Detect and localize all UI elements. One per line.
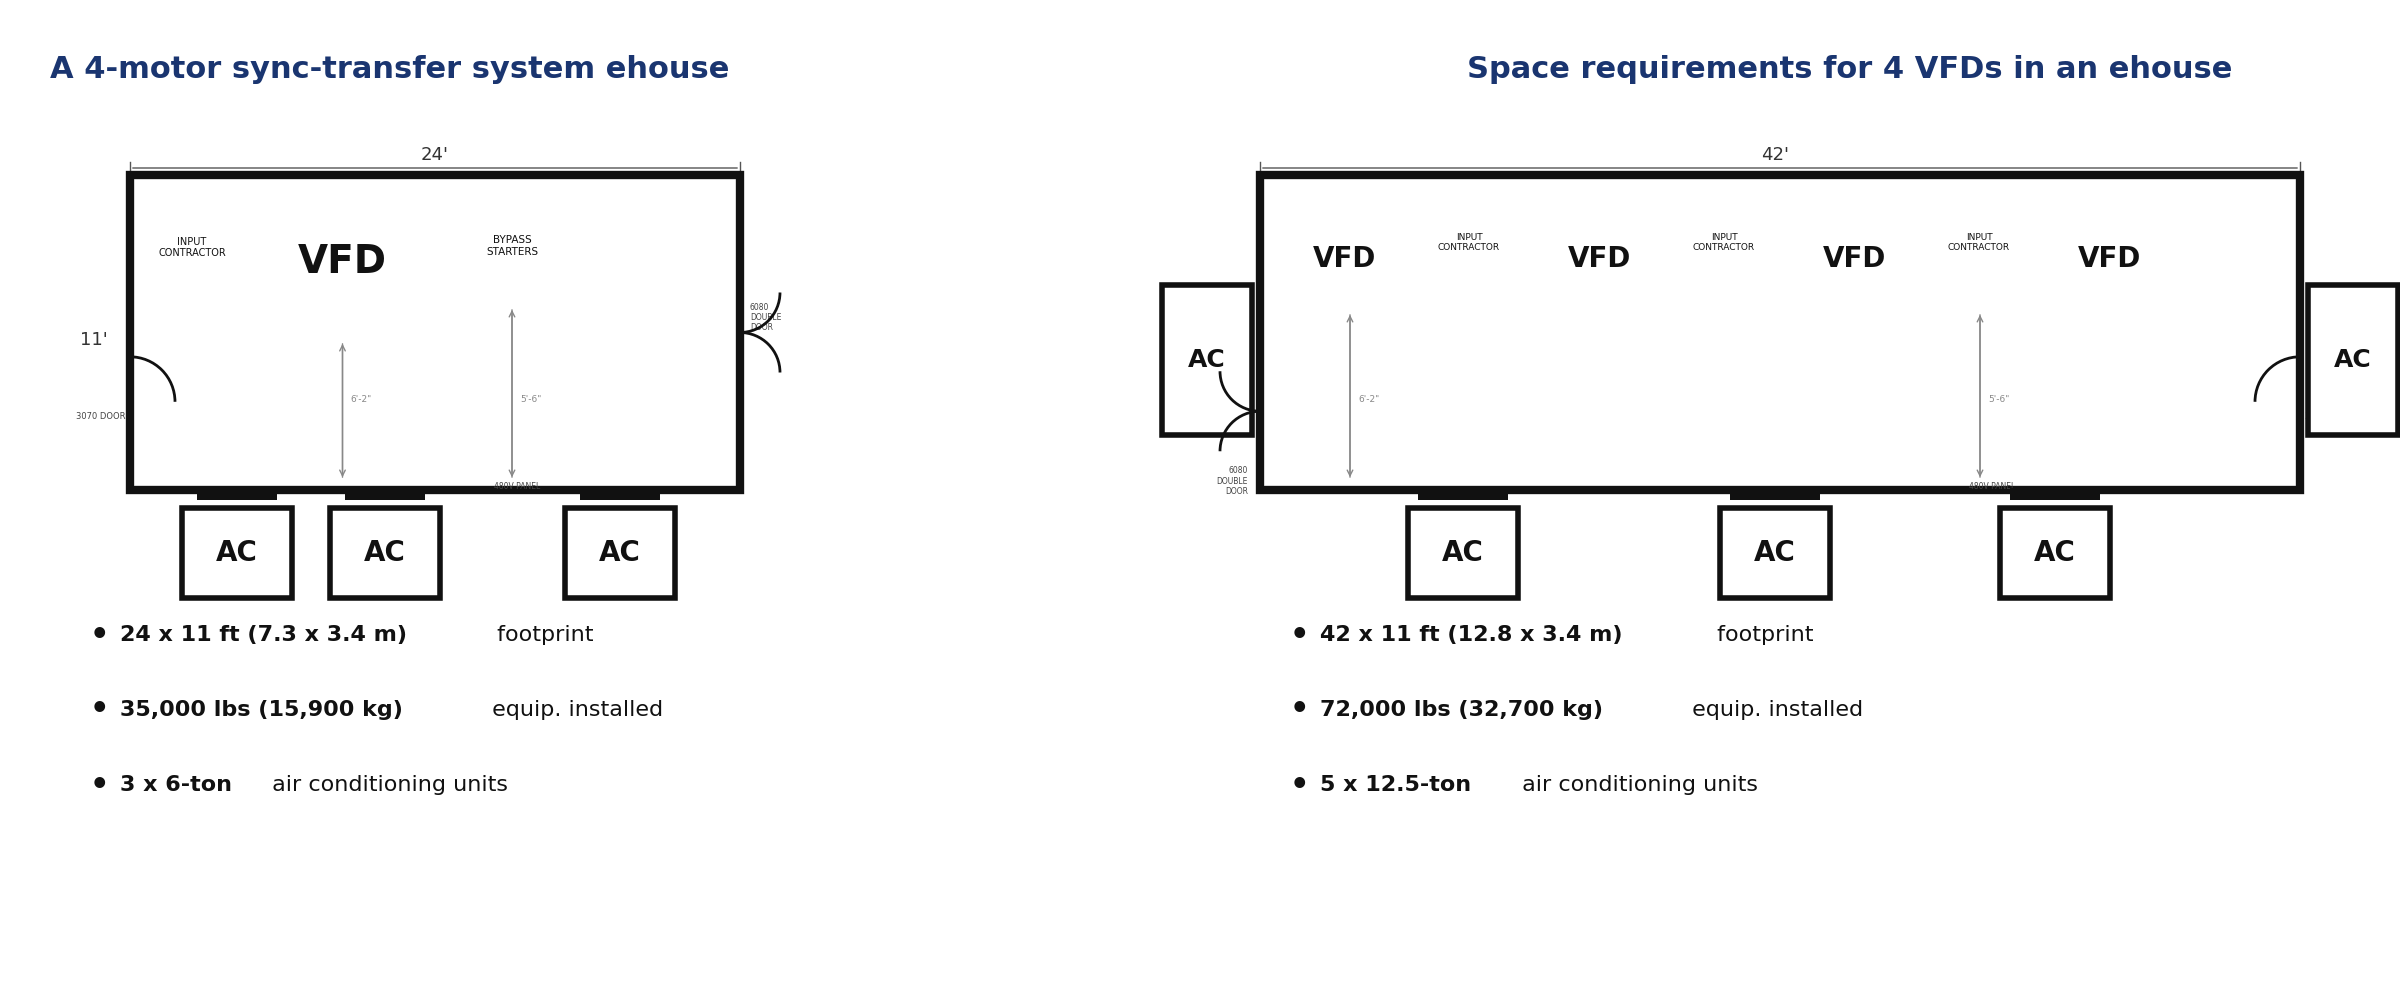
Text: air conditioning units: air conditioning units	[1514, 775, 1757, 795]
Bar	[1730, 488, 1819, 500]
Bar	[1970, 448, 2016, 476]
Text: VFD: VFD	[2078, 245, 2141, 273]
Text: 3 x 6-ton: 3 x 6-ton	[120, 775, 233, 795]
Text: AC: AC	[1754, 539, 1795, 567]
Bar	[1270, 185, 1421, 333]
Bar	[456, 190, 727, 302]
Bar	[2035, 307, 2184, 333]
Text: •: •	[1291, 771, 1310, 799]
Text: INPUT
CONTRACTOR: INPUT CONTRACTOR	[1438, 232, 1500, 252]
Bar	[1162, 285, 1253, 435]
Text: 3070 DOOR: 3070 DOOR	[74, 412, 125, 421]
Bar	[564, 508, 674, 598]
Text: footprint: footprint	[1711, 625, 1814, 645]
Text: equip. installed: equip. installed	[485, 700, 662, 720]
Bar	[581, 488, 660, 500]
Text: 42': 42'	[1762, 146, 1788, 164]
Bar	[197, 488, 276, 500]
Bar	[1267, 307, 2292, 482]
Text: VFD: VFD	[298, 243, 386, 281]
Text: 5'-6": 5'-6"	[1987, 395, 2009, 404]
Bar	[139, 307, 732, 482]
Text: AC: AC	[1442, 539, 1483, 567]
Text: equip. installed: equip. installed	[1685, 700, 1862, 720]
Text: 6080
DOUBLE
DOOR: 6080 DOUBLE DOOR	[1217, 467, 1248, 496]
Bar	[1426, 300, 1512, 307]
Bar	[149, 305, 235, 307]
Bar	[1781, 307, 1930, 333]
Bar	[1934, 300, 2023, 307]
Text: INPUT
CONTRACTOR: INPUT CONTRACTOR	[1949, 232, 2011, 252]
Text: VFD: VFD	[1567, 245, 1632, 273]
Text: 5 x 12.5-ton: 5 x 12.5-ton	[1320, 775, 1471, 795]
Text: AC: AC	[2335, 349, 2371, 372]
Text: AC: AC	[2035, 539, 2076, 567]
Bar	[1999, 508, 2110, 598]
Text: •: •	[91, 695, 110, 725]
Bar	[130, 175, 739, 490]
Text: Space requirements for 4 VFDs in an ehouse: Space requirements for 4 VFDs in an ehou…	[1466, 55, 2232, 84]
Bar	[1934, 185, 2023, 300]
Bar	[550, 448, 590, 476]
Text: 480V PANEL: 480V PANEL	[1968, 482, 2016, 491]
Text: AC: AC	[1188, 349, 1226, 372]
Text: •: •	[91, 771, 110, 799]
Bar	[149, 190, 235, 305]
Bar	[245, 188, 439, 336]
Bar	[1721, 508, 1831, 598]
Text: 24 x 11 ft (7.3 x 3.4 m): 24 x 11 ft (7.3 x 3.4 m)	[120, 625, 408, 645]
Text: 3070 DOOR: 3070 DOOR	[2304, 412, 2354, 421]
Bar	[571, 190, 658, 302]
Bar	[490, 448, 545, 476]
Bar	[1781, 185, 1930, 333]
Bar	[2011, 488, 2100, 500]
Text: 6'-2": 6'-2"	[350, 395, 372, 404]
Text: 6080
DOUBLE
DOOR: 6080 DOUBLE DOOR	[749, 303, 782, 333]
Bar	[245, 307, 439, 336]
Text: 24': 24'	[420, 146, 449, 164]
Text: AC: AC	[365, 539, 406, 567]
Text: 6'-2": 6'-2"	[1358, 395, 1380, 404]
Bar	[1524, 307, 1675, 333]
Text: footprint: footprint	[490, 625, 593, 645]
Text: 42 x 11 ft (12.8 x 3.4 m): 42 x 11 ft (12.8 x 3.4 m)	[1320, 625, 1622, 645]
Text: air conditioning units: air conditioning units	[264, 775, 506, 795]
Bar	[1409, 508, 1519, 598]
Text: BYPASS
STARTERS: BYPASS STARTERS	[485, 235, 538, 257]
Text: VFD: VFD	[1824, 245, 1886, 273]
Bar	[2309, 285, 2398, 435]
Text: A 4-motor sync-transfer system ehouse: A 4-motor sync-transfer system ehouse	[50, 55, 730, 84]
Bar	[346, 488, 425, 500]
Bar	[1418, 488, 1507, 500]
Text: INPUT
CONTRACTOR: INPUT CONTRACTOR	[1692, 232, 1754, 252]
Text: 35,000 lbs (15,900 kg): 35,000 lbs (15,900 kg)	[120, 700, 403, 720]
Bar	[1680, 300, 1769, 307]
Bar	[456, 190, 571, 302]
Text: 5'-6": 5'-6"	[521, 395, 542, 404]
Text: 480V PANEL: 480V PANEL	[494, 482, 540, 491]
Text: VFD: VFD	[1313, 245, 1378, 273]
Text: 11': 11'	[1210, 331, 1238, 349]
Bar	[331, 508, 439, 598]
Bar	[2035, 185, 2184, 333]
Bar	[658, 190, 727, 302]
Bar	[1426, 185, 1512, 300]
Bar	[182, 508, 293, 598]
Bar	[1270, 307, 1421, 333]
Bar	[1524, 185, 1675, 333]
Text: •: •	[91, 621, 110, 649]
Text: AC: AC	[216, 539, 257, 567]
Text: 72,000 lbs (32,700 kg): 72,000 lbs (32,700 kg)	[1320, 700, 1603, 720]
Text: •: •	[1291, 621, 1310, 649]
Text: INPUT
CONTRACTOR: INPUT CONTRACTOR	[158, 236, 226, 258]
Text: •: •	[1291, 695, 1310, 725]
Bar	[1680, 185, 1769, 300]
Text: 11': 11'	[79, 331, 108, 349]
Bar	[1260, 175, 2299, 490]
Text: AC: AC	[600, 539, 641, 567]
Bar	[2021, 448, 2054, 476]
Bar	[456, 302, 727, 307]
